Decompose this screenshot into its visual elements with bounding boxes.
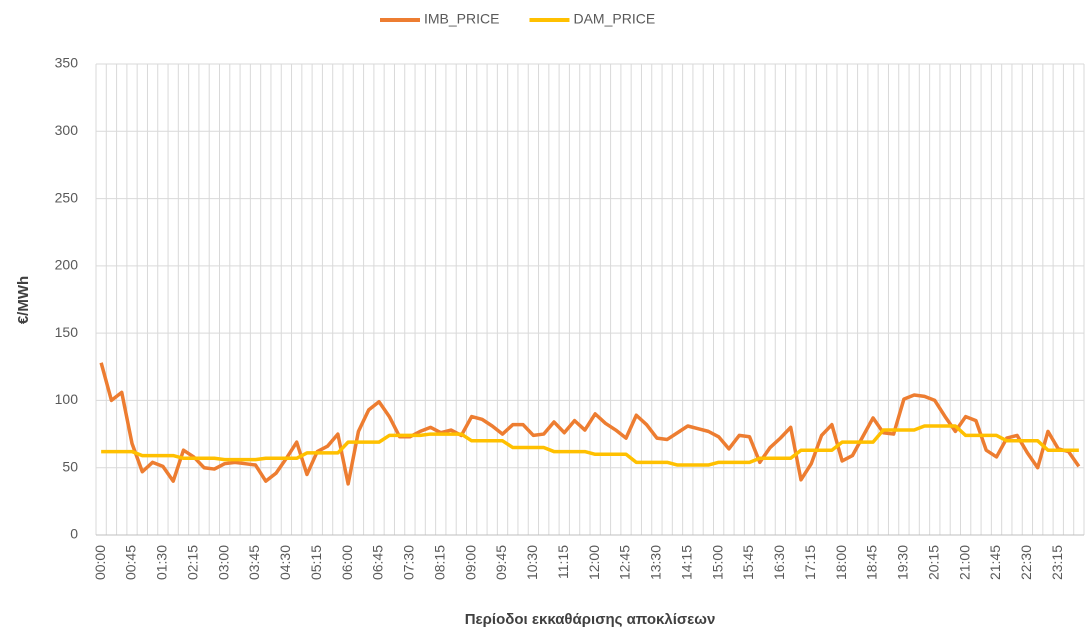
x-tick-label: 18:45 bbox=[864, 545, 880, 580]
y-axis-title: €/MWh bbox=[15, 276, 32, 324]
x-tick-label: 21:45 bbox=[987, 545, 1003, 580]
x-tick-label: 12:00 bbox=[586, 545, 602, 580]
x-tick-label: 20:15 bbox=[925, 545, 941, 580]
y-tick-label: 150 bbox=[55, 324, 79, 340]
x-tick-label: 18:00 bbox=[833, 545, 849, 580]
y-tick-label: 50 bbox=[62, 458, 78, 474]
x-tick-label: 00:00 bbox=[92, 545, 108, 580]
x-tick-label: 17:15 bbox=[802, 545, 818, 580]
x-tick-label: 23:15 bbox=[1049, 545, 1065, 580]
series-line bbox=[99, 362, 1081, 486]
x-tick-label: 15:45 bbox=[740, 545, 756, 580]
x-tick-label: 10:30 bbox=[524, 545, 540, 580]
x-tick-label: 11:15 bbox=[555, 545, 571, 579]
x-tick-label: 21:00 bbox=[956, 545, 972, 580]
x-tick-label: 01:30 bbox=[154, 545, 170, 580]
y-tick-label: 0 bbox=[70, 526, 78, 542]
legend: IMB_PRICE DAM_PRICE bbox=[380, 11, 655, 27]
x-tick-label: 08:15 bbox=[431, 545, 447, 580]
x-tick-label: 06:00 bbox=[339, 545, 355, 580]
x-tick-label: 00:45 bbox=[123, 545, 139, 580]
series-line bbox=[101, 424, 1079, 467]
y-tick-label: 100 bbox=[55, 391, 79, 407]
x-tick-label: 12:45 bbox=[617, 545, 633, 580]
x-tick-label: 05:15 bbox=[308, 545, 324, 580]
x-tick-label: 06:45 bbox=[370, 545, 386, 580]
x-tick-label: 15:00 bbox=[709, 545, 725, 580]
x-tick-label: 13:30 bbox=[648, 545, 664, 580]
x-tick-label: 19:30 bbox=[895, 545, 911, 580]
y-tick-label: 200 bbox=[55, 257, 79, 273]
y-tick-label: 350 bbox=[55, 55, 79, 71]
y-tick-label: 250 bbox=[55, 189, 79, 205]
legend-label: IMB_PRICE bbox=[424, 11, 499, 27]
x-axis-title: Περίοδοι εκκαθάρισης αποκλίσεων bbox=[465, 611, 716, 628]
x-tick-label: 02:15 bbox=[184, 545, 200, 580]
x-tick-label: 04:30 bbox=[277, 545, 293, 580]
x-tick-label: 09:45 bbox=[493, 545, 509, 580]
x-tick-label: 14:15 bbox=[678, 545, 694, 580]
y-tick-label: 300 bbox=[55, 122, 79, 138]
x-tick-label: 09:00 bbox=[462, 545, 478, 580]
x-tick-label: 03:00 bbox=[215, 545, 231, 580]
x-tick-label: 07:30 bbox=[401, 545, 417, 580]
legend-label: DAM_PRICE bbox=[573, 11, 655, 27]
x-tick-label: 03:45 bbox=[246, 545, 262, 580]
x-tick-label: 22:30 bbox=[1018, 545, 1034, 580]
x-tick-label: 16:30 bbox=[771, 545, 787, 580]
